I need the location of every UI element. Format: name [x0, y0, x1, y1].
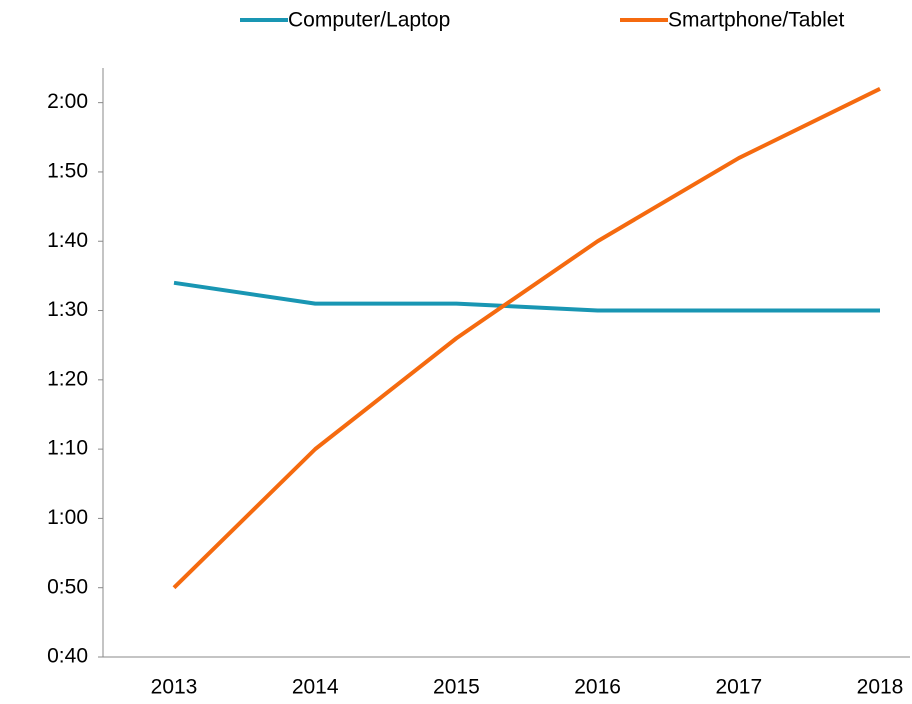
- y-tick-label: 1:10: [47, 437, 88, 460]
- y-tick-label: 2:00: [47, 90, 88, 113]
- series-line: [172, 86, 881, 590]
- series-line: [173, 280, 880, 313]
- x-tick-label: 2016: [574, 676, 621, 699]
- x-tick-label: 2013: [151, 676, 198, 699]
- legend-label: Smartphone/Tablet: [668, 9, 844, 32]
- y-tick-label: 0:40: [47, 645, 88, 668]
- y-tick-label: 1:00: [47, 506, 88, 529]
- y-tick-label: 0:50: [47, 575, 88, 598]
- y-tick-label: 1:40: [47, 229, 88, 252]
- y-tick-label: 1:50: [47, 159, 88, 182]
- y-tick-label: 1:20: [47, 367, 88, 390]
- x-tick-label: 2015: [433, 676, 480, 699]
- x-tick-label: 2018: [857, 676, 904, 699]
- y-tick-label: 1:30: [47, 298, 88, 321]
- legend-label: Computer/Laptop: [288, 9, 450, 32]
- x-tick-label: 2014: [292, 676, 339, 699]
- x-tick-label: 2017: [715, 676, 762, 699]
